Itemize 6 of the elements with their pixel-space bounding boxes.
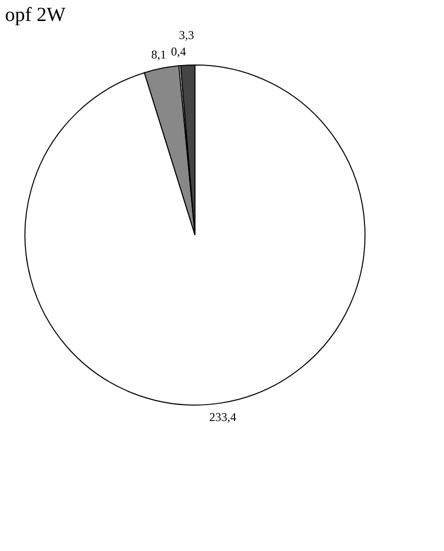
chart-title: opf 2W [5, 4, 66, 26]
pie-slice [24, 64, 366, 406]
data-label: 233,4 [209, 410, 236, 424]
data-label: 8,1 [151, 48, 166, 62]
data-label: 0,4 [171, 44, 186, 59]
data-label: 3,3 [179, 28, 194, 42]
